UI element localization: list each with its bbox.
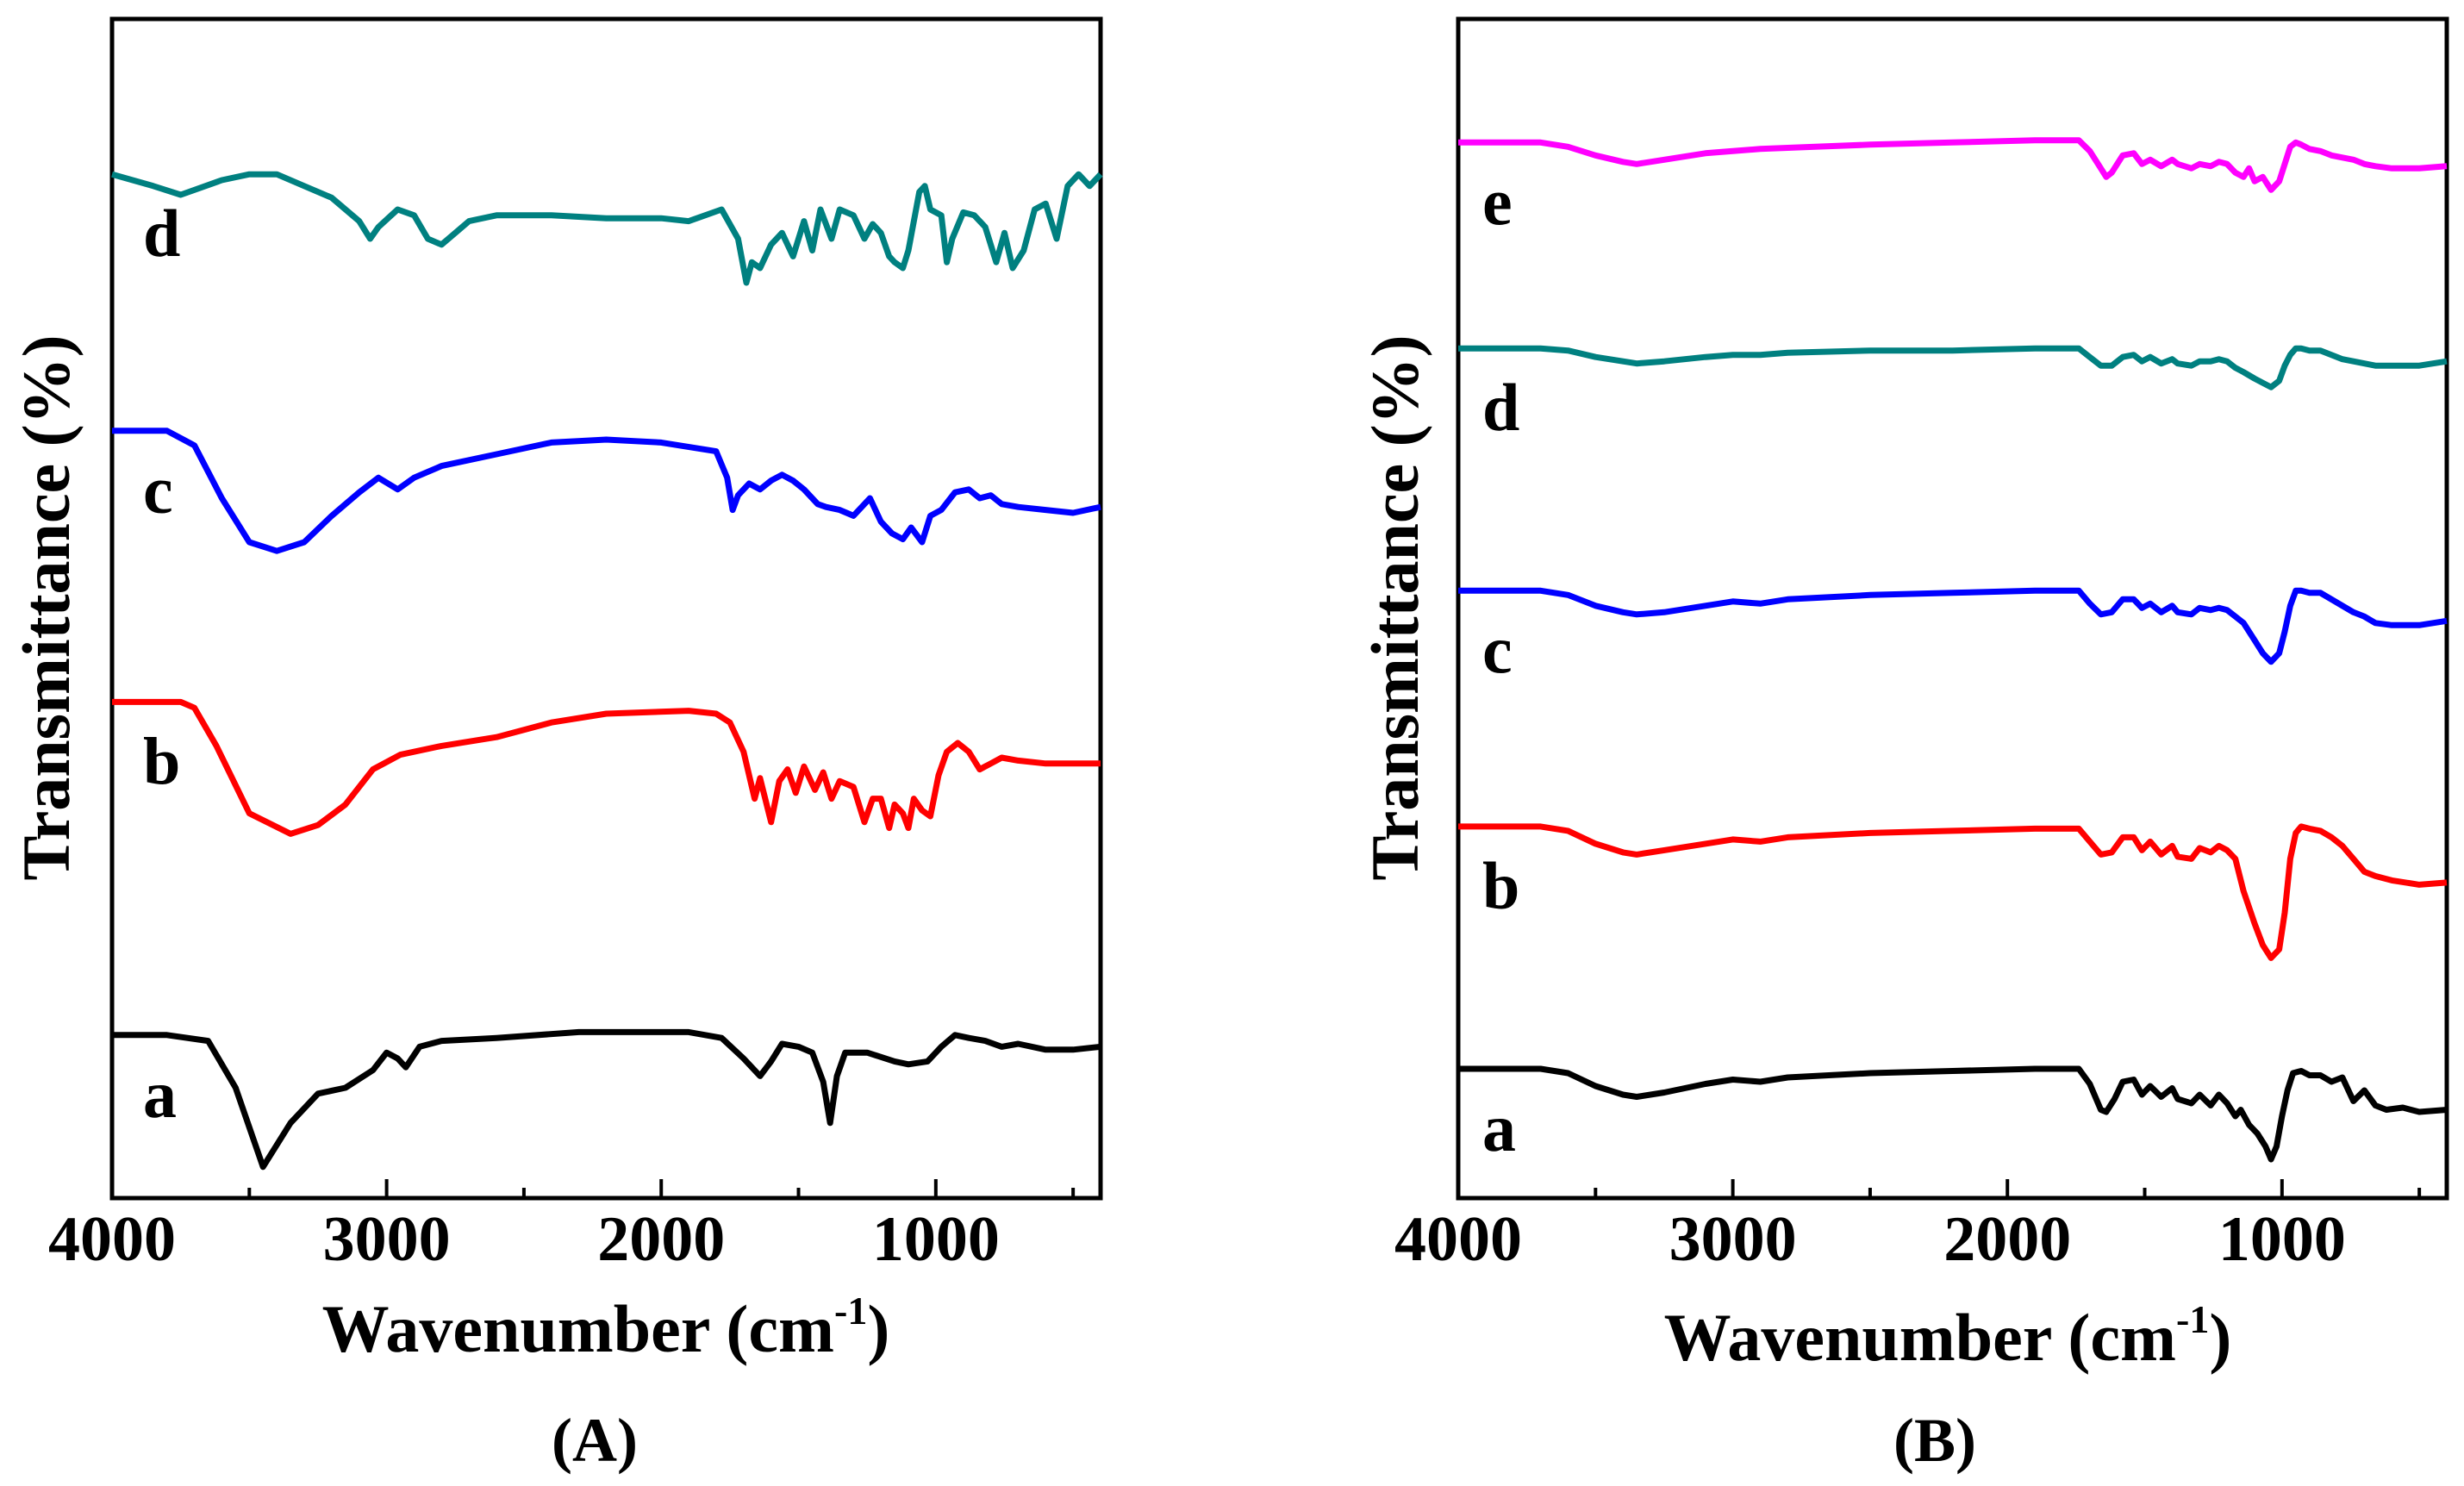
panel-b-x-axis-label-sup: -1 xyxy=(2176,1297,2209,1341)
panel-b-series-a-label: a xyxy=(1482,1090,1516,1165)
panel-a-series-b-line xyxy=(112,698,1101,837)
panel-b-series-b-label: b xyxy=(1482,848,1519,923)
panel-b-series-d-line xyxy=(1458,345,2448,390)
panel-a-x-tick-label-4000: 4000 xyxy=(48,1204,176,1275)
panel-a-label: (A) xyxy=(552,1406,638,1475)
panel-a-x-tick-labels: 4000 3000 2000 1000 xyxy=(48,1204,1000,1275)
panel-b-series-a-line xyxy=(1458,1065,2448,1163)
panel-b: 4000 3000 2000 1000 a b c d e Transmittance (%)… xyxy=(1357,16,2449,1475)
panel-b-series-d-label: d xyxy=(1482,370,1519,445)
panel-a-series-c-line xyxy=(112,428,1101,554)
panel-a-x-tick-label-1000: 1000 xyxy=(872,1204,1000,1275)
panel-a-x-tick-label-2000: 2000 xyxy=(597,1204,725,1275)
panel-b-series-e-line xyxy=(1458,137,2448,193)
panel-a-x-axis-label: Wavenumber (cm-1) xyxy=(322,1289,890,1366)
panel-b-label: (B) xyxy=(1893,1406,1976,1475)
panel-b-x-tick-labels: 4000 3000 2000 1000 xyxy=(1394,1204,2346,1275)
panel-b-series-b-line xyxy=(1458,823,2448,961)
panel-b-x-ticks xyxy=(1457,1179,2422,1198)
panel-a-series-d-line xyxy=(111,171,1103,286)
panel-a-x-tick-label-3000: 3000 xyxy=(323,1204,451,1275)
panel-a-series-b-label: b xyxy=(143,723,180,798)
panel-a-plot-frame xyxy=(109,16,1103,1201)
panel-b-series-c-line xyxy=(1458,587,2448,665)
panel-a-x-axis-label-main: Wavenumber (cm xyxy=(322,1291,834,1366)
panel-a-series-d-label: d xyxy=(143,196,180,271)
panel-b-plot-frame xyxy=(1456,16,2449,1201)
panel-b-series-e-label: e xyxy=(1482,164,1513,239)
panel-b-x-tick-label-1000: 1000 xyxy=(2218,1204,2346,1275)
panel-b-x-axis-label-main: Wavenumber (cm xyxy=(1664,1300,2176,1375)
panel-b-series-group xyxy=(1458,137,2448,1163)
panel-a-series-a-line xyxy=(112,1028,1101,1171)
panel-b-x-tick-label-4000: 4000 xyxy=(1394,1204,1522,1275)
panel-b-series-labels: a b c d e xyxy=(1482,164,1519,1165)
panel-a-x-ticks xyxy=(110,1179,1076,1198)
panel-b-x-axis-label: Wavenumber (cm-1) xyxy=(1664,1297,2232,1375)
panel-b-series-c-label: c xyxy=(1482,612,1513,687)
panel-b-x-tick-label-3000: 3000 xyxy=(1669,1204,1797,1275)
panel-a-x-axis-label-close: ) xyxy=(867,1291,889,1366)
panel-b-x-axis-label-close: ) xyxy=(2209,1300,2231,1375)
panel-a-series-group xyxy=(111,171,1103,1171)
panel-b-y-axis-label: Transmittance (%) xyxy=(1357,334,1432,880)
panel-a-series-labels: a b c d xyxy=(143,196,180,1132)
panel-b-x-tick-label-2000: 2000 xyxy=(1943,1204,2071,1275)
panel-a-series-c-label: c xyxy=(143,453,173,528)
panel-a-series-a-label: a xyxy=(143,1057,177,1132)
panel-a-x-axis-label-sup: -1 xyxy=(834,1289,867,1333)
panel-a-y-axis-label: Transmittance (%) xyxy=(9,334,84,880)
